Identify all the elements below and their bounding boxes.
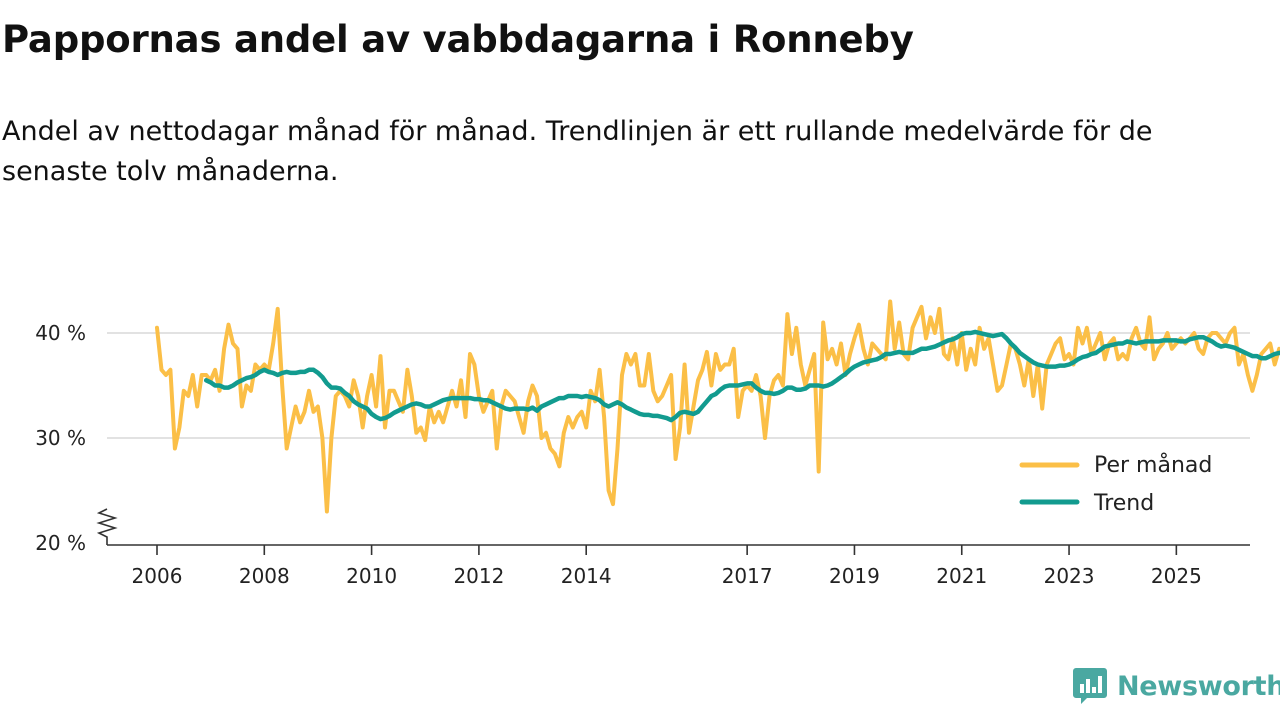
x-tick-label: 2006 xyxy=(132,564,183,588)
newsworthy-logo-text: Newsworthy xyxy=(1117,670,1280,702)
x-tick-label: 2014 xyxy=(561,564,612,588)
x-tick-label: 2021 xyxy=(936,564,987,588)
y-tick-label: 30 % xyxy=(35,426,86,450)
x-tick-label: 2010 xyxy=(346,564,397,588)
x-tick-label: 2025 xyxy=(1151,564,1202,588)
axis-break-icon xyxy=(96,508,118,545)
newsworthy-logo: Newsworthy xyxy=(1073,667,1280,705)
legend-label-per-manad: Per månad xyxy=(1094,452,1212,478)
x-tick-label: 2023 xyxy=(1044,564,1095,588)
chart-title: Pappornas andel av vabbdagarna i Ronneby xyxy=(2,18,914,61)
newsworthy-logo-icon xyxy=(1073,668,1107,704)
series xyxy=(155,299,1280,514)
legend-label-trend: Trend xyxy=(1093,491,1154,516)
series-line-trend xyxy=(203,329,1280,423)
x-tick-label: 2012 xyxy=(453,564,504,588)
x-axis xyxy=(96,508,1250,546)
chart-subtitle: Andel av nettodagar månad för månad. Tre… xyxy=(2,116,1153,187)
y-axis-ticks: 20 % 30 % 40 % xyxy=(35,321,86,555)
x-axis-ticks: 2006 2008 2010 2012 2014 2017 2019 2021 2023 2025 xyxy=(132,545,1202,588)
x-tick-label: 2008 xyxy=(239,564,290,588)
x-tick-label: 2019 xyxy=(829,564,880,588)
x-tick-label: 2017 xyxy=(722,564,773,588)
legend: Per månad Trend xyxy=(1019,452,1212,516)
y-tick-label: 40 % xyxy=(35,321,86,345)
y-tick-label: 20 % xyxy=(35,531,86,555)
